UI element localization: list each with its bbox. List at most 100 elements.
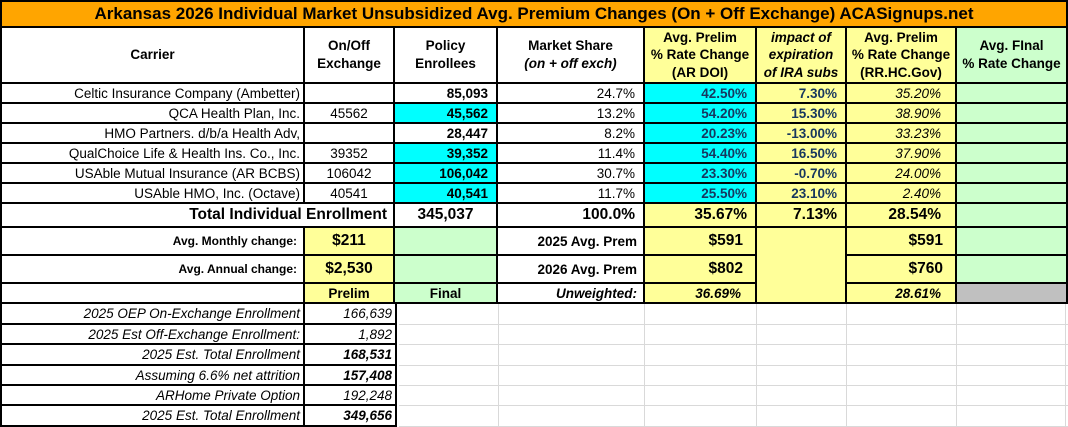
prelim-rrhcgov-cell[interactable]: 37.90% bbox=[847, 144, 955, 162]
policy-enrollees-cell[interactable]: 106,042 bbox=[395, 164, 496, 182]
enrollment-row-label[interactable]: 2025 Est. Total Enrollment bbox=[2, 345, 303, 364]
ira-impact-cell[interactable]: -0.70% bbox=[757, 164, 845, 182]
carrier-name-cell[interactable]: USAble Mutual Insurance (AR BCBS) bbox=[2, 164, 303, 182]
enrollment-row-label[interactable]: ARHome Private Option bbox=[2, 386, 303, 404]
ira-impact-cell[interactable]: -13.00% bbox=[757, 124, 845, 142]
empty-green-cell[interactable] bbox=[957, 228, 1066, 254]
market-share-cell[interactable]: 11.4% bbox=[498, 144, 643, 162]
avg-prem-2025-doi[interactable]: $591 bbox=[645, 228, 755, 254]
market-share-cell[interactable]: 8.2% bbox=[498, 124, 643, 142]
final-rate-cell[interactable] bbox=[957, 84, 1066, 102]
avg-annual-change-label[interactable]: Avg. Annual change: bbox=[2, 256, 303, 282]
enrollment-row-value[interactable]: 1,892 bbox=[305, 325, 395, 343]
prelim-rrhcgov-cell[interactable]: 35.20% bbox=[847, 84, 955, 102]
final-rate-cell[interactable] bbox=[957, 104, 1066, 122]
unweighted-label[interactable]: Unweighted: bbox=[498, 284, 643, 302]
total-prelim-rrhcgov[interactable]: 28.54% bbox=[847, 204, 955, 226]
market-share-cell[interactable]: 24.7% bbox=[498, 84, 643, 102]
ira-impact-cell[interactable]: 23.10% bbox=[757, 184, 845, 202]
total-enrollment-label[interactable]: Total Individual Enrollment bbox=[2, 204, 393, 226]
policy-enrollees-cell[interactable]: 45,562 bbox=[395, 104, 496, 122]
enrollment-row-label[interactable]: Assuming 6.6% net attrition bbox=[2, 366, 303, 384]
onoff-exchange-cell[interactable] bbox=[305, 124, 393, 142]
header-ira-impact[interactable]: impact of expiration of IRA subs bbox=[757, 28, 845, 82]
header-avg-final[interactable]: Avg. FInal % Rate Change bbox=[957, 28, 1066, 82]
avg-prem-2026-label[interactable]: 2026 Avg. Prem bbox=[498, 256, 643, 282]
market-share-cell[interactable]: 11.7% bbox=[498, 184, 643, 202]
enrollment-row-value[interactable]: 168,531 bbox=[305, 345, 395, 364]
empty-grid-area[interactable] bbox=[399, 304, 1068, 427]
header-avg-prelim-rrhcgov[interactable]: Avg. Prelim % Rate Change (RR.HC.Gov) bbox=[847, 28, 955, 82]
prelim-rrhcgov-cell[interactable]: 38.90% bbox=[847, 104, 955, 122]
avg-prem-2026-doi[interactable]: $802 bbox=[645, 256, 755, 282]
enrollment-row-value[interactable]: 349,656 bbox=[305, 406, 395, 425]
header-policy-enrollees[interactable]: Policy Enrollees bbox=[395, 28, 496, 82]
onoff-exchange-cell[interactable]: 40541 bbox=[305, 184, 393, 202]
header-market-share[interactable]: Market Share (on + off exch) bbox=[498, 28, 643, 82]
total-policy-enrollees[interactable]: 345,037 bbox=[395, 204, 496, 226]
ira-impact-cell[interactable]: 16.50% bbox=[757, 144, 845, 162]
avg-prem-2025-label[interactable]: 2025 Avg. Prem bbox=[498, 228, 643, 254]
empty-cell[interactable] bbox=[2, 284, 303, 302]
enrollment-row-value[interactable]: 192,248 bbox=[305, 386, 395, 404]
final-rate-cell[interactable] bbox=[957, 164, 1066, 182]
carrier-name-cell[interactable]: Celtic Insurance Company (Ambetter) bbox=[2, 84, 303, 102]
prelim-ardoi-cell[interactable]: 54.20% bbox=[645, 104, 755, 122]
carrier-name-cell[interactable]: QualChoice Life & Health Ins. Co., Inc. bbox=[2, 144, 303, 162]
prelim-ardoi-cell[interactable]: 23.30% bbox=[645, 164, 755, 182]
carrier-name-cell[interactable]: HMO Partners. d/b/a Health Adv, bbox=[2, 124, 303, 142]
policy-enrollees-cell[interactable]: 85,093 bbox=[395, 84, 496, 102]
ira-impact-cell[interactable]: 7.30% bbox=[757, 84, 845, 102]
onoff-exchange-cell[interactable]: 39352 bbox=[305, 144, 393, 162]
onoff-exchange-cell[interactable] bbox=[305, 84, 393, 102]
unweighted-doi-value[interactable]: 36.69% bbox=[645, 284, 755, 302]
avg-monthly-change-label[interactable]: Avg. Monthly change: bbox=[2, 228, 303, 254]
enrollment-row-label[interactable]: 2025 Est. Total Enrollment bbox=[2, 406, 303, 425]
policy-enrollees-cell[interactable]: 39,352 bbox=[395, 144, 496, 162]
prelim-ardoi-cell[interactable]: 42.50% bbox=[645, 84, 755, 102]
market-share-cell[interactable]: 13.2% bbox=[498, 104, 643, 122]
empty-green-cell[interactable] bbox=[395, 228, 496, 254]
enrollment-row-label[interactable]: 2025 OEP On-Exchange Enrollment bbox=[2, 304, 303, 323]
header-carrier[interactable]: Carrier bbox=[2, 28, 303, 82]
enrollment-row-value[interactable]: 166,639 bbox=[305, 304, 395, 323]
onoff-exchange-cell[interactable]: 45562 bbox=[305, 104, 393, 122]
prelim-rrhcgov-cell[interactable]: 24.00% bbox=[847, 164, 955, 182]
unweighted-final-cell[interactable] bbox=[957, 284, 1066, 302]
final-rate-cell[interactable] bbox=[957, 124, 1066, 142]
header-market-share-sub: (on + off exch) bbox=[524, 56, 617, 71]
total-prelim-ardoi[interactable]: 35.67% bbox=[645, 204, 755, 226]
prelim-rrhcgov-cell[interactable]: 33.23% bbox=[847, 124, 955, 142]
unweighted-rr-value[interactable]: 28.61% bbox=[847, 284, 955, 302]
enrollment-row-value[interactable]: 157,408 bbox=[305, 366, 395, 384]
prelim-rrhcgov-cell[interactable]: 2.40% bbox=[847, 184, 955, 202]
total-final-rate-cell[interactable] bbox=[957, 204, 1066, 226]
prelim-label-cell[interactable]: Prelim bbox=[305, 284, 393, 302]
prelim-ardoi-cell[interactable]: 20.23% bbox=[645, 124, 755, 142]
header-on-off-exchange[interactable]: On/Off Exchange bbox=[305, 28, 393, 82]
enrollment-row-label[interactable]: 2025 Est Off-Exchange Enrollment: bbox=[2, 325, 303, 343]
avg-prem-2026-rr[interactable]: $760 bbox=[847, 256, 955, 282]
empty-green-cell[interactable] bbox=[957, 256, 1066, 282]
avg-prem-2025-rr[interactable]: $591 bbox=[847, 228, 955, 254]
market-share-cell[interactable]: 30.7% bbox=[498, 164, 643, 182]
avg-annual-change-value[interactable]: $2,530 bbox=[305, 256, 393, 282]
onoff-exchange-cell[interactable]: 106042 bbox=[305, 164, 393, 182]
avg-monthly-change-value[interactable]: $211 bbox=[305, 228, 393, 254]
carrier-name-cell[interactable]: USAble HMO, Inc. (Octave) bbox=[2, 184, 303, 202]
final-rate-cell[interactable] bbox=[957, 184, 1066, 202]
policy-enrollees-cell[interactable]: 40,541 bbox=[395, 184, 496, 202]
carrier-name-cell[interactable]: QCA Health Plan, Inc. bbox=[2, 104, 303, 122]
total-ira-impact[interactable]: 7.13% bbox=[757, 204, 845, 226]
final-rate-cell[interactable] bbox=[957, 144, 1066, 162]
prelim-ardoi-cell[interactable]: 25.50% bbox=[645, 184, 755, 202]
total-market-share[interactable]: 100.0% bbox=[498, 204, 643, 226]
policy-enrollees-cell[interactable]: 28,447 bbox=[395, 124, 496, 142]
ira-merged-cell[interactable] bbox=[757, 228, 845, 302]
header-avg-prelim-ardoi[interactable]: Avg. Prelim % Rate Change (AR DOI) bbox=[645, 28, 755, 82]
ira-impact-cell[interactable]: 15.30% bbox=[757, 104, 845, 122]
final-label-cell[interactable]: Final bbox=[395, 284, 496, 302]
prelim-ardoi-cell[interactable]: 54.40% bbox=[645, 144, 755, 162]
empty-green-cell[interactable] bbox=[395, 256, 496, 282]
